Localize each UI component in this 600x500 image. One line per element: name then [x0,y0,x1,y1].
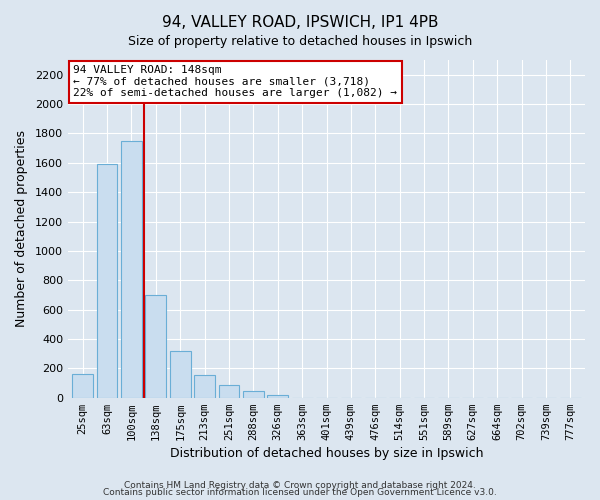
Bar [218,385,239,398]
Bar [97,164,118,398]
Text: 94, VALLEY ROAD, IPSWICH, IP1 4PB: 94, VALLEY ROAD, IPSWICH, IP1 4PB [162,15,438,30]
Bar [194,375,215,398]
Text: Contains public sector information licensed under the Open Government Licence v3: Contains public sector information licen… [103,488,497,497]
Bar [170,352,191,398]
Bar [243,390,264,398]
Text: Size of property relative to detached houses in Ipswich: Size of property relative to detached ho… [128,35,472,48]
Bar [73,374,93,398]
Bar [121,141,142,398]
Text: Contains HM Land Registry data © Crown copyright and database right 2024.: Contains HM Land Registry data © Crown c… [124,480,476,490]
X-axis label: Distribution of detached houses by size in Ipswich: Distribution of detached houses by size … [170,447,483,460]
Text: 94 VALLEY ROAD: 148sqm
← 77% of detached houses are smaller (3,718)
22% of semi-: 94 VALLEY ROAD: 148sqm ← 77% of detached… [73,65,397,98]
Y-axis label: Number of detached properties: Number of detached properties [15,130,28,328]
Bar [145,295,166,398]
Bar [268,395,288,398]
